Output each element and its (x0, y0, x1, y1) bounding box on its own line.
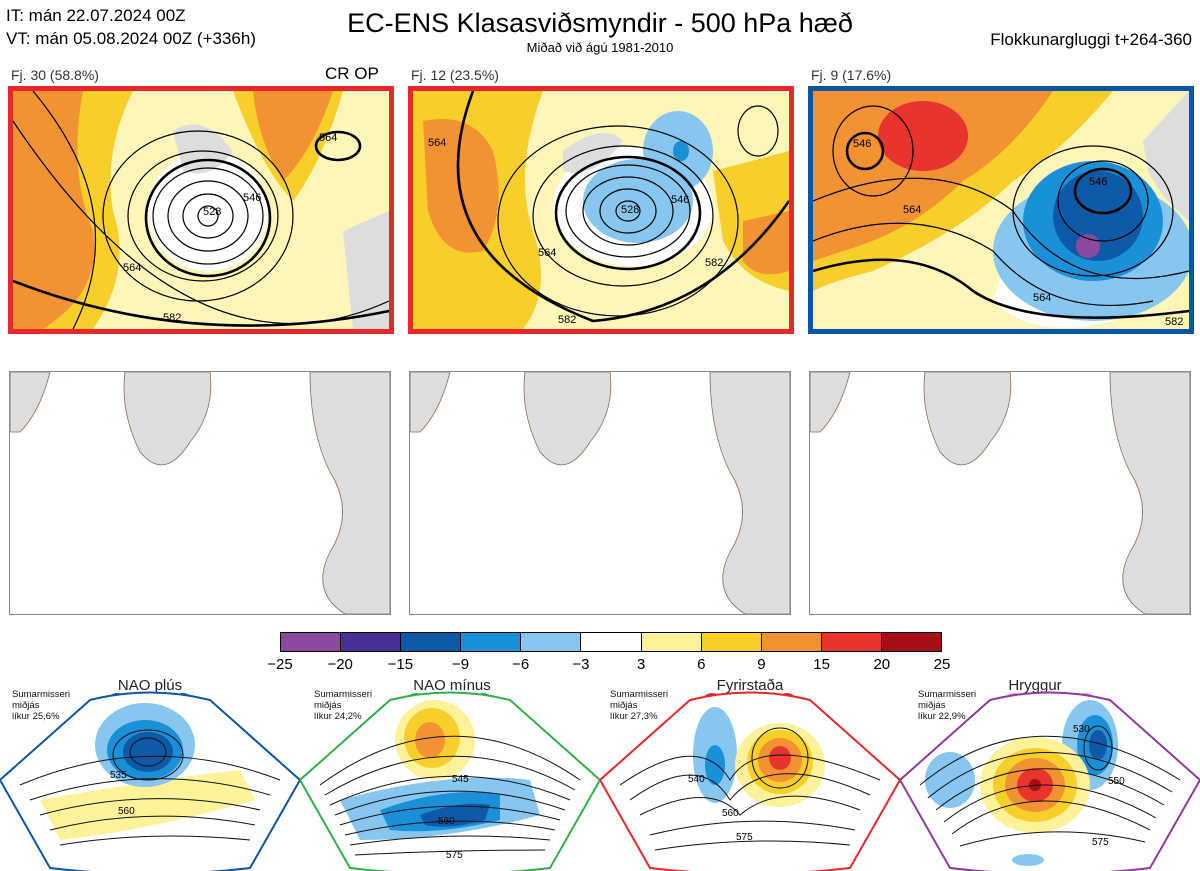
regime-3-map: 540 560 575 (600, 691, 900, 871)
cluster-1-extra: CR OP (325, 64, 379, 83)
cluster-3-contour-label: 546 (1089, 176, 1107, 188)
regime-3-contour-label: 560 (722, 808, 739, 819)
cluster-2-contour-label: 564 (428, 137, 446, 149)
colorbar-segment (700, 633, 761, 651)
colorbar-tick-label: −20 (327, 656, 353, 673)
regime-1-contour-label: 560 (118, 806, 135, 817)
cluster-2-contour-label: 582 (558, 314, 576, 326)
cluster-3-label: Fj. 9 (17.6%) (811, 67, 892, 83)
regime-2-probability: líkur 24,2% (314, 711, 362, 722)
cluster-2-contour-label: 582 (705, 257, 723, 269)
regime-3-probability: líkur 27,3% (610, 711, 658, 722)
colorbar-tick-label: 20 (873, 656, 891, 673)
regime-4-median: miðjás (918, 700, 946, 711)
cluster-1-label: Fj. 30 (58.8%) (11, 67, 99, 83)
colorbar-segment (820, 633, 881, 651)
colorbar-tick-label: 6 (697, 656, 706, 673)
regime-4-contour-label: 575 (1092, 837, 1109, 848)
regime-2-median: miðjás (314, 700, 342, 711)
classification-window: Flokkunargluggi t+264-360 (990, 30, 1192, 49)
empty-map-1 (9, 371, 391, 615)
colorbar-segment (580, 633, 641, 651)
cluster-3-contour-label: 564 (903, 204, 921, 216)
cluster-3-contour-label: 582 (1165, 316, 1183, 328)
cluster-2-contour-label: 528 (621, 204, 639, 216)
colorbar-tick-label: −6 (512, 656, 530, 673)
empty-map-2 (409, 371, 791, 615)
regime-3-contour-label: 540 (688, 774, 705, 785)
cluster-1-contour-label: 546 (243, 192, 261, 204)
regime-1-median: miðjás (12, 700, 40, 711)
regime-4-contour-label: 530 (1073, 724, 1090, 735)
regime-2-info: Sumarmisseri miðjás líkur 24,2% (314, 689, 372, 722)
colorbar-segment (880, 633, 942, 651)
colorbar-tick-label: 9 (757, 656, 766, 673)
cluster-1-contour-label: 564 (123, 262, 141, 274)
cluster-2-contour-label: 546 (671, 194, 689, 206)
colorbar (280, 632, 942, 652)
regime-3-contour-label: 575 (736, 832, 753, 843)
colorbar-segment (281, 633, 341, 651)
regime-4-map: 530 550 575 (900, 691, 1200, 871)
regime-1-contour-label: 535 (110, 770, 127, 781)
colorbar-tick-label: −9 (451, 656, 470, 673)
regime-3-median: miðjás (610, 700, 638, 711)
regime-3-info: Sumarmisseri miðjás líkur 27,3% (610, 689, 668, 722)
empty-map-3 (809, 371, 1191, 615)
colorbar-segment (400, 633, 461, 651)
regime-1-season: Sumarmisseri (12, 689, 71, 700)
regime-4-probability: líkur 22,9% (918, 711, 966, 722)
colorbar-tick-label: 25 (933, 656, 951, 673)
cluster-1-map: 528 546 564 564 582 (8, 86, 394, 334)
regime-4-season: Sumarmisseri (918, 689, 977, 700)
regime-1-probability: líkur 25,6% (12, 711, 60, 722)
regime-2-contour-label: 560 (438, 816, 455, 827)
colorbar-tick-label: −3 (572, 656, 590, 673)
colorbar-tick-label: 3 (636, 656, 646, 673)
cluster-3-contour-label: 546 (853, 138, 871, 150)
header-times: IT: mán 22.07.2024 00Z VT: mán 05.08.202… (6, 4, 256, 50)
cluster-1-contour-label: 528 (203, 206, 221, 218)
colorbar-segment (340, 633, 401, 651)
page-title: EC-ENS Klasasviðsmyndir - 500 hPa hæð (347, 8, 853, 38)
cluster-3-contour-label: 564 (1033, 292, 1051, 304)
initial-time: IT: mán 22.07.2024 00Z (6, 6, 186, 25)
regime-1-info: Sumarmisseri miðjás líkur 25,6% (12, 689, 70, 722)
page-subtitle: Miðað við ágú 1981-2010 (526, 40, 674, 55)
colorbar-tick-label: 15 (813, 656, 830, 673)
regime-4-title: Hryggur (1008, 677, 1062, 694)
cluster-3-map: 546 546 564 564 582 (808, 86, 1194, 334)
regime-2-map: 545 560 575 (300, 691, 600, 871)
regime-2-season: Sumarmisseri (314, 689, 373, 700)
cluster-1-contour-label: 582 (163, 312, 181, 324)
regime-4-info: Sumarmisseri miðjás líkur 22,9% (918, 689, 976, 722)
cluster-2-label: Fj. 12 (23.5%) (411, 67, 499, 83)
regime-4-contour-label: 550 (1108, 776, 1125, 787)
regime-1-map: 535 560 (0, 691, 300, 871)
colorbar-tick-label: −15 (387, 656, 414, 673)
colorbar-tick-label: −25 (267, 656, 293, 673)
regime-3-season: Sumarmisseri (610, 689, 669, 700)
cluster-2-map: 528 546 564 582 582 564 (408, 86, 794, 334)
regime-2-title: NAO mínus (413, 677, 491, 694)
colorbar-segment (520, 633, 581, 651)
regime-2-contour-label: 545 (452, 774, 469, 785)
regime-2-contour-label: 575 (446, 850, 463, 861)
regime-1-title: NAO plús (117, 677, 183, 694)
regime-3-title: Fyrirstaða (716, 677, 784, 694)
colorbar-segment (460, 633, 521, 651)
cluster-2-contour-label: 564 (538, 247, 556, 259)
valid-time: VT: mán 05.08.2024 00Z (+336h) (6, 29, 256, 48)
cluster-1-contour-label: 564 (319, 132, 337, 144)
colorbar-segment (760, 633, 821, 651)
colorbar-segment (640, 633, 701, 651)
